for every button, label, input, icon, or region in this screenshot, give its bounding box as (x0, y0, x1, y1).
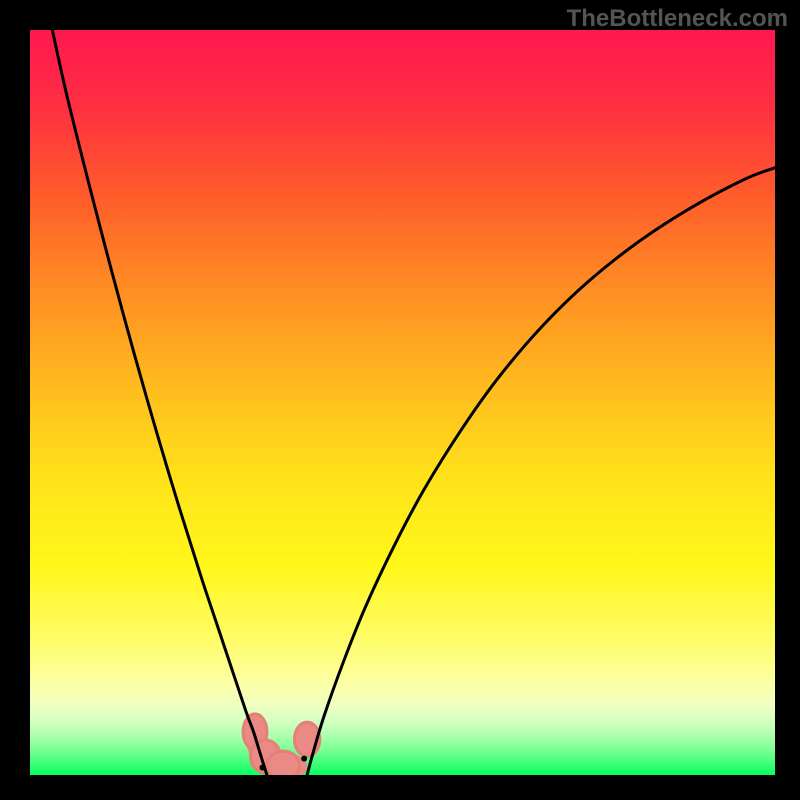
plot-area (30, 30, 775, 775)
curve-layer (30, 30, 775, 775)
right-curve (307, 168, 775, 775)
watermark-text: TheBottleneck.com (567, 5, 788, 33)
left-curve (52, 30, 267, 775)
